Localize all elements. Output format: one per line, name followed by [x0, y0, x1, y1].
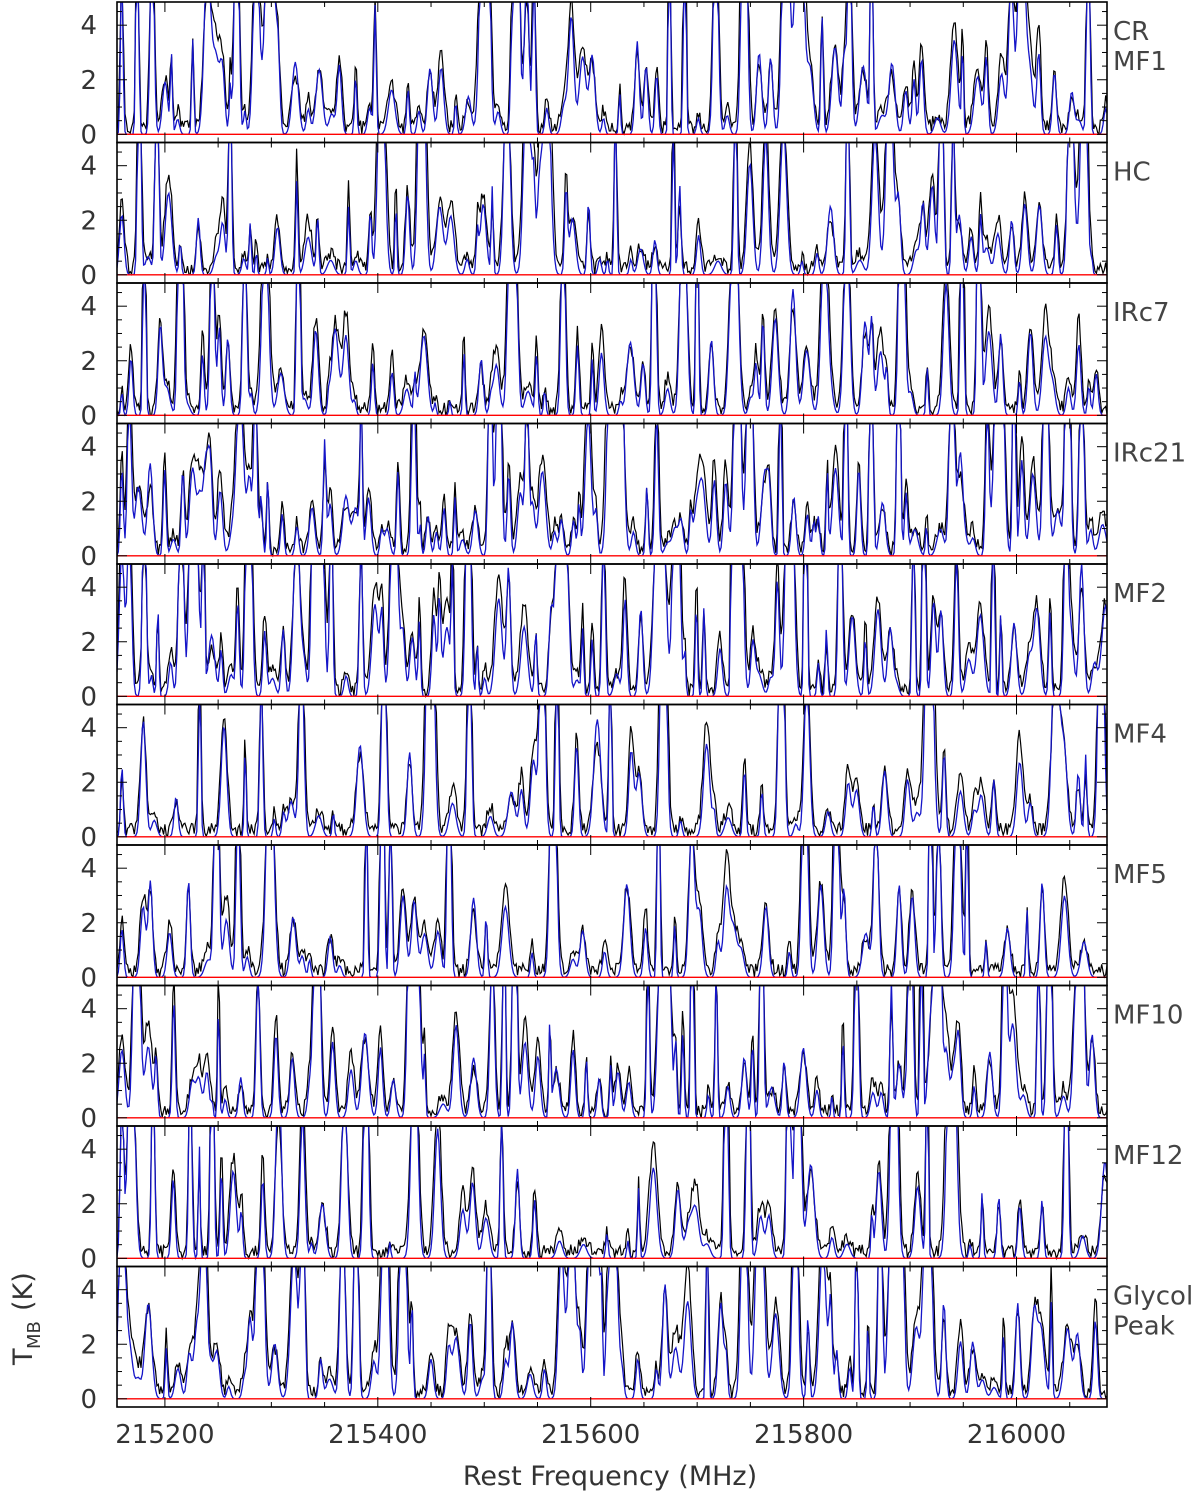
y-tick-label: 2 — [80, 1330, 97, 1360]
y-tick-label: 4 — [80, 573, 97, 603]
spectrum-traces — [117, 423, 1107, 558]
panel-label: Glycol — [1113, 1282, 1193, 1312]
x-tick-label: 215200 — [115, 1420, 214, 1450]
panel-label: MF1 — [1113, 47, 1167, 77]
spectrum-traces — [117, 704, 1107, 838]
model-spectrum-line — [117, 985, 1107, 1120]
y-tick-label: 4 — [80, 854, 97, 884]
y-axis-title-unit: (K) — [8, 1272, 39, 1311]
observed-spectrum-line — [117, 2, 1107, 136]
y-tick-label: 4 — [80, 11, 97, 41]
model-spectrum-line — [117, 704, 1107, 838]
spectrum-traces — [117, 142, 1107, 277]
observed-spectrum-line — [117, 985, 1107, 1119]
y-tick-label: 0 — [80, 823, 97, 853]
y-tick-label: 4 — [80, 714, 97, 744]
y-tick-label: 2 — [80, 66, 97, 96]
x-tick-label: 215600 — [541, 1420, 640, 1450]
panel-label: HC — [1113, 158, 1151, 188]
panel-label: IRc21 — [1113, 439, 1186, 469]
observed-spectrum-line — [117, 142, 1107, 277]
y-tick-label: 2 — [80, 1190, 97, 1220]
spectrum-traces — [117, 1126, 1107, 1261]
spectrum-panel: 0 2 4 MF5 — [80, 844, 1167, 993]
y-tick-label: 0 — [80, 401, 97, 431]
observed-spectrum-line — [117, 283, 1107, 417]
x-tick-label: 216000 — [967, 1420, 1066, 1450]
y-tick-label: 0 — [80, 1104, 97, 1134]
y-tick-label: 4 — [80, 433, 97, 463]
y-tick-label: 0 — [80, 682, 97, 712]
y-tick-label: 2 — [80, 487, 97, 517]
spectrum-traces — [117, 2, 1107, 136]
y-tick-label: 4 — [80, 152, 97, 182]
y-tick-label: 4 — [80, 292, 97, 322]
spectrum-traces — [117, 985, 1107, 1120]
y-tick-label: 2 — [80, 628, 97, 658]
model-spectrum-line — [117, 1266, 1107, 1400]
y-tick-label: 2 — [80, 768, 97, 798]
model-spectrum-line — [117, 564, 1107, 698]
panel-label: MF4 — [1113, 720, 1167, 750]
x-tick-label: 215800 — [754, 1420, 853, 1450]
y-tick-label: 0 — [80, 261, 97, 291]
y-axis-title-main: T — [8, 1348, 39, 1366]
y-tick-label: 0 — [80, 542, 97, 572]
spectrum-traces — [117, 845, 1107, 979]
panel-frame — [116, 1265, 1108, 1408]
spectrum-panel: 0 2 4 MF2 — [80, 563, 1167, 712]
panel-label: IRc7 — [1113, 298, 1170, 328]
y-tick-label: 0 — [80, 1244, 97, 1274]
spectrum-panel: 0 2 4 MF4 — [80, 703, 1167, 853]
y-tick-label: 4 — [80, 1135, 97, 1165]
observed-spectrum-line — [117, 423, 1107, 558]
spectrum-traces — [117, 564, 1107, 698]
panel-frame — [116, 984, 1108, 1127]
y-tick-label: 4 — [80, 1276, 97, 1306]
spectrum-traces — [117, 283, 1107, 417]
x-axis-title: Rest Frequency (MHz) — [463, 1461, 757, 1492]
panel-label: MF5 — [1113, 860, 1167, 890]
y-tick-label: 0 — [80, 963, 97, 993]
spectrum-panel: 0 2 4 MF12 — [80, 1125, 1183, 1274]
spectrum-panel: 0 2 4 IRc21 — [80, 422, 1186, 572]
spectrum-traces — [117, 1266, 1107, 1400]
model-spectrum-line — [117, 423, 1107, 557]
panel-label: CR — [1113, 17, 1149, 47]
y-tick-label: 0 — [80, 1385, 97, 1415]
panel-label: MF12 — [1113, 1141, 1183, 1171]
y-tick-label: 2 — [80, 1049, 97, 1079]
spectrum-panel: 0 2 4 HC — [80, 141, 1151, 291]
panel-label: Peak — [1113, 1312, 1175, 1342]
spectrum-panel: 0 2 4 MF10 — [80, 984, 1183, 1134]
y-tick-label: 0 — [80, 120, 97, 150]
y-axis-title: T MB (K) — [8, 1272, 45, 1366]
y-tick-label: 2 — [80, 347, 97, 377]
y-tick-label: 2 — [80, 909, 97, 939]
y-axis-title-subscript: MB — [24, 1321, 45, 1349]
panel-label: MF2 — [1113, 579, 1167, 609]
x-axis-tick-labels: 215200 215400 215600 215800 216000 — [115, 1420, 1066, 1450]
x-tick-label: 215400 — [328, 1420, 427, 1450]
y-tick-label: 2 — [80, 206, 97, 236]
panel-label: MF10 — [1113, 1001, 1183, 1031]
spectrum-panel: 0 2 4 IRc7 — [80, 282, 1170, 431]
model-spectrum-line — [117, 142, 1107, 276]
model-spectrum-line — [117, 845, 1107, 978]
y-tick-label: 4 — [80, 995, 97, 1025]
